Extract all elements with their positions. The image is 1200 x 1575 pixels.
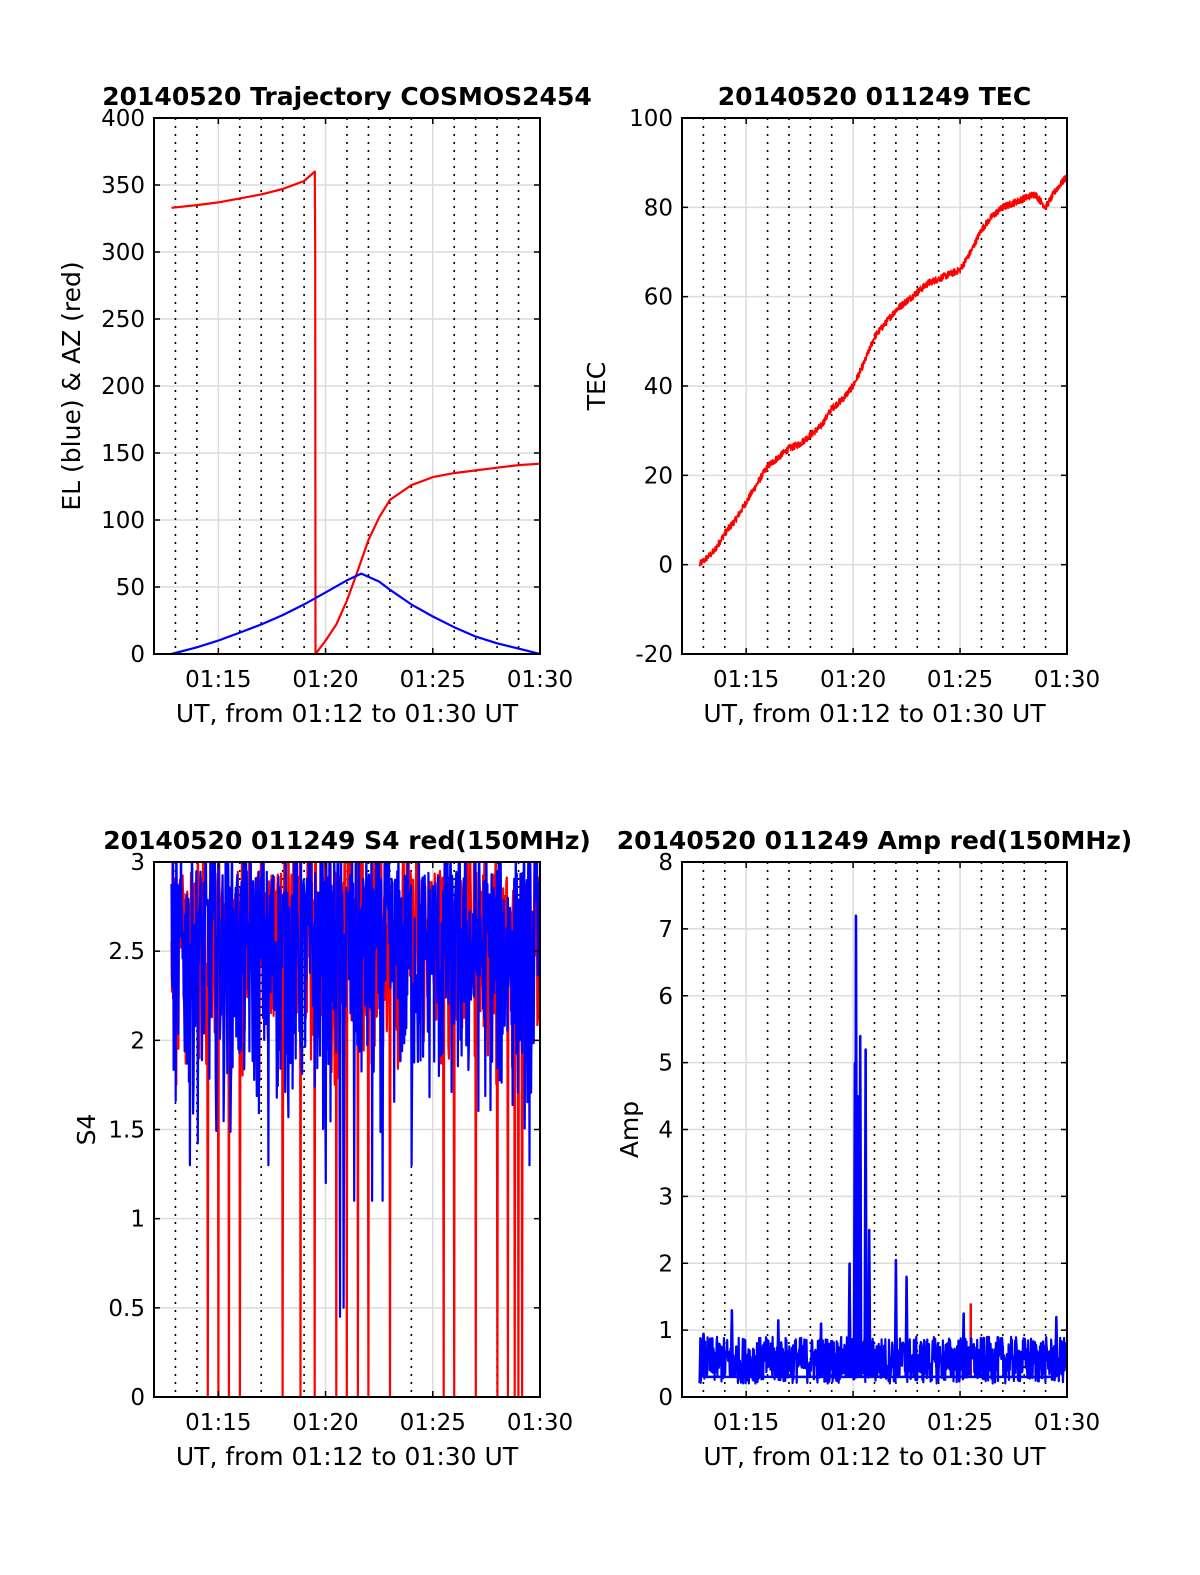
chart-tec: -20 0 20 40 60 80 100 01:15 01:20 01:25 01:30 20140… xyxy=(582,82,1100,728)
x-axis-label: UT, from 01:12 to 01:30 UT xyxy=(703,699,1046,728)
y-tick-label: 20 xyxy=(644,463,673,489)
chart-trajectory: 0 50 100 150 200 250 300 350 400 01:15 01:20 01:25 0… xyxy=(57,82,592,728)
y-tick-label: 2 xyxy=(658,1251,673,1277)
y-tick-label: 200 xyxy=(101,374,145,400)
chart-s4: 0 0.5 1 1.5 2 2.5 3 01:15 01:20 01:25 01:30 2014052… xyxy=(72,826,591,1471)
series-1-line xyxy=(170,862,540,1318)
y-tick-label: -20 xyxy=(635,642,673,668)
y-tick-label: 150 xyxy=(101,441,145,467)
chart-title: 20140520 Trajectory COSMOS2454 xyxy=(102,82,592,111)
x-tick-label: 01:25 xyxy=(400,1410,466,1436)
y-tick-label: 0 xyxy=(658,1385,673,1411)
series-group xyxy=(171,170,540,654)
y-tick-label: 350 xyxy=(101,173,145,199)
x-tick-label: 01:15 xyxy=(185,1410,251,1436)
y-tick-label: 0 xyxy=(130,642,145,668)
y-tick-label: 80 xyxy=(644,195,673,221)
x-tick-label: 01:15 xyxy=(713,667,779,693)
x-tick-label: 01:15 xyxy=(713,1410,779,1436)
x-axis-label: UT, from 01:12 to 01:30 UT xyxy=(176,699,519,728)
y-tick-label: 4 xyxy=(658,1118,673,1144)
chart-title: 20140520 011249 S4 red(150MHz) xyxy=(103,826,591,855)
y-tick-label: 3 xyxy=(658,1184,673,1210)
y-tick-label: 60 xyxy=(644,285,673,311)
x-tick-label: 01:20 xyxy=(292,1410,358,1436)
y-tick-label: 2.5 xyxy=(108,939,145,965)
series-group xyxy=(698,914,1067,1385)
y-tick-label: 400 xyxy=(101,106,145,132)
y-tick-label: 250 xyxy=(101,307,145,333)
x-tick-label: 01:30 xyxy=(507,1410,573,1436)
x-tick-label: 01:20 xyxy=(292,667,358,693)
y-axis-label: Amp xyxy=(615,1101,644,1158)
y-tick-label: 0 xyxy=(130,1385,145,1411)
y-axis-label: EL (blue) & AZ (red) xyxy=(57,261,86,510)
y-tick-label: 3 xyxy=(130,850,145,876)
x-axis-label: UT, from 01:12 to 01:30 UT xyxy=(176,1442,519,1471)
x-tick-label: 01:30 xyxy=(1034,667,1100,693)
y-tick-label: 0.5 xyxy=(108,1296,145,1322)
chart-title: 20140520 011249 TEC xyxy=(718,82,1031,111)
y-tick-label: 1 xyxy=(658,1318,673,1344)
chart-title: 20140520 011249 Amp red(150MHz) xyxy=(617,826,1133,855)
x-tick-label: 01:20 xyxy=(820,667,886,693)
series-group xyxy=(698,174,1067,567)
y-tick-label: 300 xyxy=(101,240,145,266)
y-tick-label: 1 xyxy=(130,1207,145,1233)
y-axis-label: S4 xyxy=(72,1114,101,1146)
series-1-line xyxy=(698,914,1067,1385)
y-tick-label: 8 xyxy=(658,850,673,876)
y-tick-label: 6 xyxy=(658,984,673,1010)
chart-amp: 0 1 2 3 4 5 6 7 8 01:15 01:20 01:25 01:30 20140520 01… xyxy=(615,826,1132,1471)
series-1-line xyxy=(171,572,540,654)
x-tick-label: 01:15 xyxy=(185,667,251,693)
y-tick-label: 1.5 xyxy=(108,1118,145,1144)
series-0-line xyxy=(698,174,1067,567)
x-tick-label: 01:20 xyxy=(820,1410,886,1436)
y-tick-label: 2 xyxy=(130,1028,145,1054)
x-tick-label: 01:30 xyxy=(1034,1410,1100,1436)
y-tick-label: 5 xyxy=(658,1051,673,1077)
y-axis-label: TEC xyxy=(582,362,611,412)
x-tick-label: 01:25 xyxy=(400,667,466,693)
y-tick-label: 7 xyxy=(658,917,673,943)
x-axis-label: UT, from 01:12 to 01:30 UT xyxy=(703,1442,1046,1471)
y-tick-label: 40 xyxy=(644,374,673,400)
x-tick-label: 01:25 xyxy=(927,667,993,693)
y-tick-label: 100 xyxy=(629,106,673,132)
series-0-line xyxy=(171,170,540,654)
x-tick-label: 01:30 xyxy=(507,667,573,693)
series-group xyxy=(170,862,540,1397)
y-tick-label: 100 xyxy=(101,508,145,534)
y-tick-label: 0 xyxy=(658,553,673,579)
x-tick-label: 01:25 xyxy=(927,1410,993,1436)
y-tick-label: 50 xyxy=(116,575,145,601)
